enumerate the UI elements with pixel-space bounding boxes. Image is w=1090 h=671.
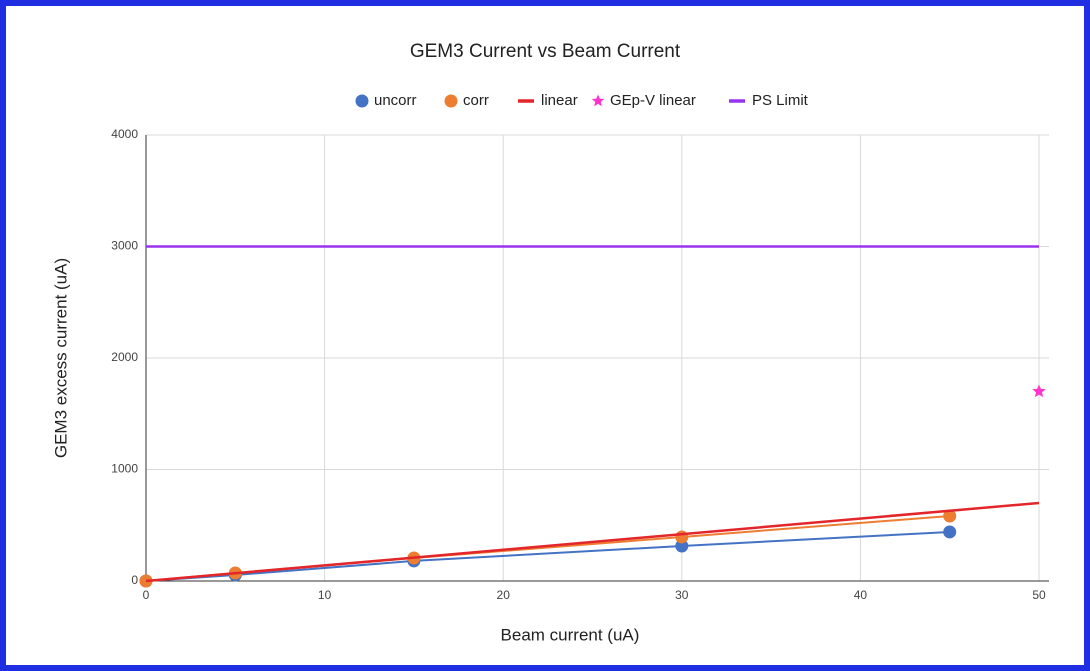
legend-label: GEp-V linear xyxy=(610,92,696,109)
legend-swatch xyxy=(355,94,369,108)
x-tick-label: 30 xyxy=(675,588,689,602)
legend-swatch xyxy=(591,94,605,107)
marker xyxy=(675,539,689,553)
y-tick-label: 2000 xyxy=(111,350,138,364)
y-axis-label: GEM3 excess current (uA) xyxy=(51,258,70,458)
marker xyxy=(675,530,689,544)
x-tick-label: 50 xyxy=(1032,588,1046,602)
x-tick-label: 20 xyxy=(497,588,511,602)
x-tick-label: 40 xyxy=(854,588,868,602)
x-tick-label: 0 xyxy=(143,588,150,602)
y-tick-label: 1000 xyxy=(111,462,138,476)
legend-label: corr xyxy=(463,92,489,109)
x-axis-label: Beam current (uA) xyxy=(501,625,640,644)
legend-label: linear xyxy=(541,92,578,109)
chart-title: GEM3 Current vs Beam Current xyxy=(410,41,681,62)
y-tick-label: 4000 xyxy=(111,127,138,141)
legend-swatch xyxy=(444,94,458,108)
y-tick-label: 0 xyxy=(131,573,138,587)
legend-label: PS Limit xyxy=(752,92,809,109)
marker xyxy=(1032,384,1046,398)
legend-label: uncorr xyxy=(374,92,417,109)
y-tick-label: 3000 xyxy=(111,239,138,253)
marker xyxy=(943,525,957,539)
marker xyxy=(943,509,957,523)
series-line xyxy=(145,501,1040,583)
x-tick-label: 10 xyxy=(318,588,332,602)
